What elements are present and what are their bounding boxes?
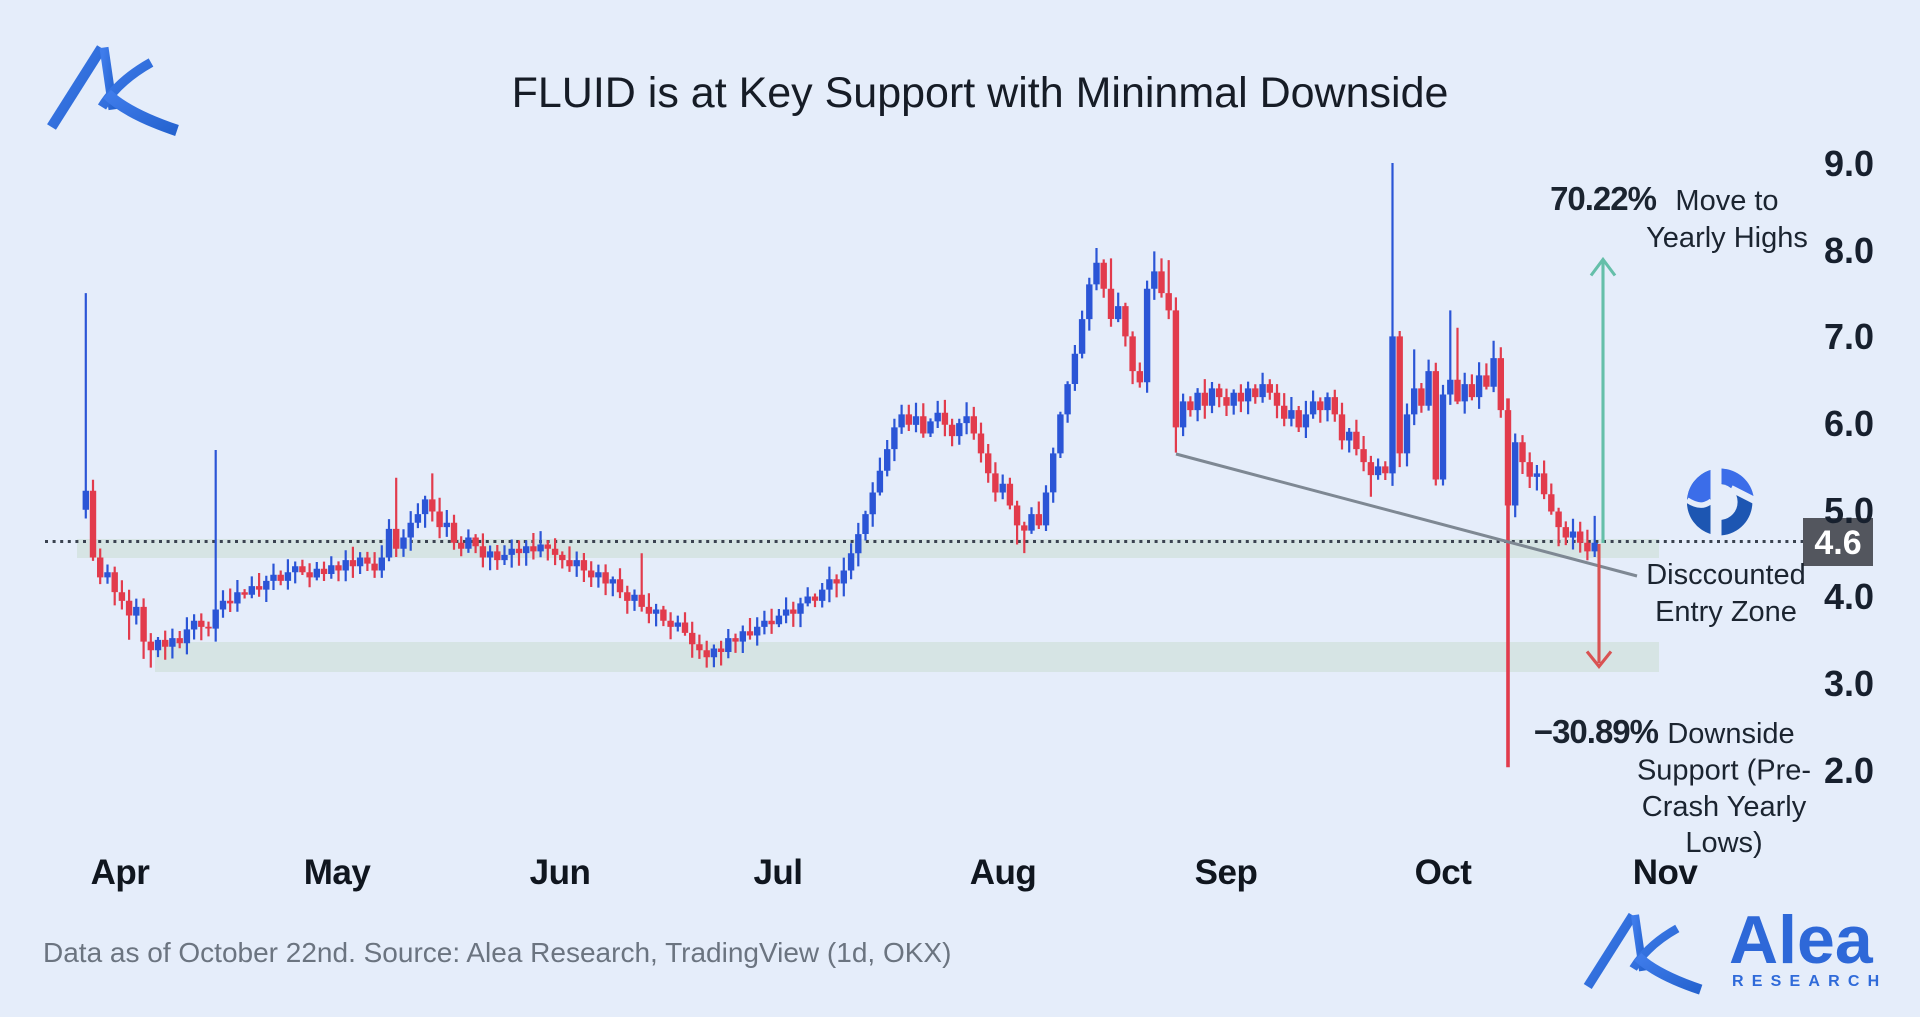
svg-text:May: May	[304, 853, 372, 892]
svg-text:9.0: 9.0	[1824, 143, 1874, 184]
svg-text:Lows): Lows)	[1685, 827, 1762, 859]
svg-text:8.0: 8.0	[1824, 230, 1874, 271]
svg-text:FLUID is at Key Support with M: FLUID is at Key Support with Mininmal Do…	[512, 69, 1449, 117]
svg-text:3.0: 3.0	[1824, 663, 1874, 704]
svg-text:Crash Yearly: Crash Yearly	[1642, 791, 1807, 823]
svg-text:70.22%: 70.22%	[1550, 180, 1657, 217]
svg-text:Move to: Move to	[1675, 185, 1778, 217]
svg-text:RESEARCH: RESEARCH	[1732, 973, 1887, 990]
svg-text:Data as of October 22nd. Sourc: Data as of October 22nd. Source: Alea Re…	[43, 937, 951, 968]
svg-text:Jun: Jun	[530, 853, 591, 892]
svg-text:2.0: 2.0	[1824, 750, 1874, 791]
svg-text:Downside: Downside	[1667, 718, 1794, 750]
svg-text:Nov: Nov	[1633, 853, 1699, 892]
svg-text:Sep: Sep	[1195, 853, 1258, 892]
svg-text:Disccounted: Disccounted	[1646, 559, 1806, 591]
svg-text:−30.89%: −30.89%	[1534, 713, 1659, 750]
svg-text:Entry Zone: Entry Zone	[1655, 596, 1797, 628]
svg-text:Oct: Oct	[1415, 853, 1473, 892]
svg-text:5.0: 5.0	[1824, 490, 1874, 531]
svg-text:Jul: Jul	[753, 853, 802, 892]
svg-text:4.6: 4.6	[1814, 524, 1861, 562]
svg-text:Apr: Apr	[91, 853, 151, 892]
svg-text:6.0: 6.0	[1824, 403, 1874, 444]
svg-text:Yearly Highs: Yearly Highs	[1646, 222, 1808, 254]
svg-text:Aug: Aug	[970, 853, 1037, 892]
svg-text:4.0: 4.0	[1824, 576, 1874, 617]
svg-text:Alea: Alea	[1729, 902, 1874, 978]
svg-text:7.0: 7.0	[1824, 316, 1874, 357]
svg-text:Support (Pre-: Support (Pre-	[1637, 755, 1811, 787]
